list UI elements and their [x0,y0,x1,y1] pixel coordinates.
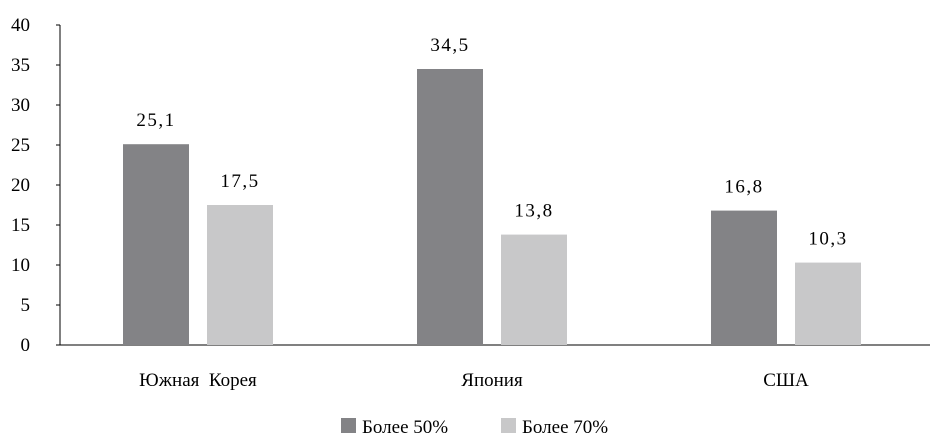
legend-swatch-more-50 [341,418,356,433]
y-tick-label: 35 [11,55,30,76]
y-tick-label: 25 [11,135,30,156]
y-tick-label: 10 [11,255,30,276]
data-label: 25,1 [136,110,175,131]
y-tick-label: 20 [11,175,30,196]
bar-more-70 [795,263,861,345]
data-label: 16,8 [724,177,763,198]
bar-more-50 [711,211,777,345]
legend-label: Более 70% [522,417,608,438]
y-tick-label: 40 [11,15,30,36]
y-tick-label: 30 [11,95,30,116]
data-label: 10,3 [808,229,847,250]
x-category-label: Япония [461,370,523,391]
x-category-label: США [763,370,809,391]
x-category-label: Южная Корея [139,370,257,391]
bar-more-70 [207,205,273,345]
bar-more-50 [123,144,189,345]
y-tick-label: 5 [21,295,31,316]
y-tick-label: 0 [21,335,31,356]
data-label: 34,5 [430,35,469,56]
y-tick-label: 15 [11,215,30,236]
bar-more-50 [417,69,483,345]
bar-more-70 [501,235,567,345]
legend-swatch-more-70 [501,418,516,433]
data-label: 13,8 [514,201,553,222]
data-label: 17,5 [220,171,259,192]
legend-label: Более 50% [362,417,448,438]
